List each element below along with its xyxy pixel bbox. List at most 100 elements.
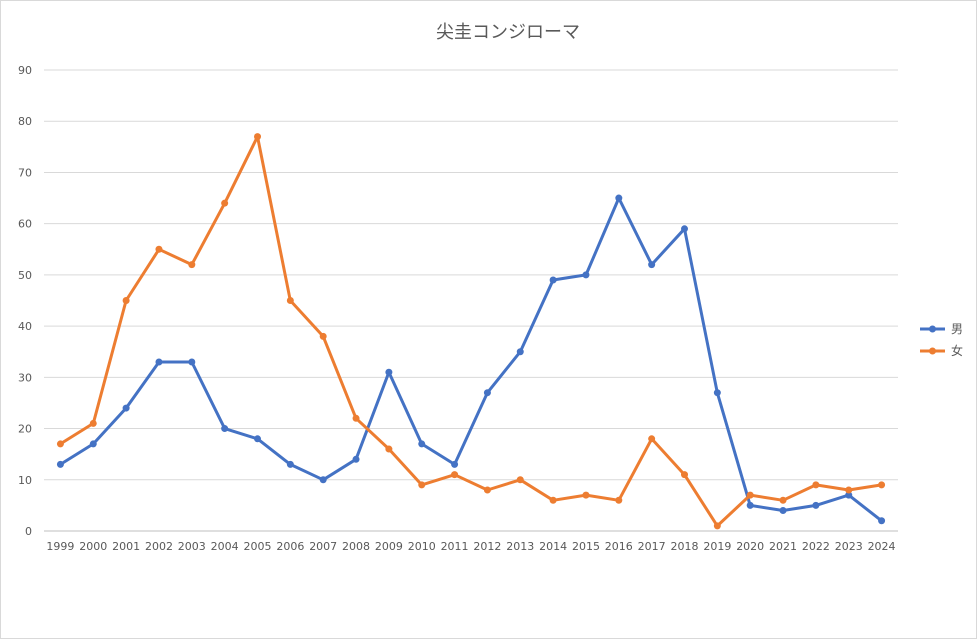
data-point: [56, 440, 64, 448]
series-group: [56, 133, 886, 530]
data-point: [845, 491, 853, 499]
data-point: [286, 460, 294, 468]
data-point: [122, 404, 130, 412]
data-point: [483, 486, 491, 494]
data-point: [221, 199, 229, 207]
data-point: [319, 332, 327, 340]
data-point: [155, 358, 163, 366]
data-point: [385, 445, 393, 453]
data-point: [615, 496, 623, 504]
gridlines: [44, 69, 898, 532]
x-tick-label: 1999: [46, 540, 74, 553]
data-point: [582, 271, 590, 279]
x-tick-label: 2000: [79, 540, 107, 553]
data-point: [155, 245, 163, 253]
x-tick-label: 2024: [868, 540, 896, 553]
legend: 男女: [920, 322, 963, 358]
x-tick-label: 2014: [539, 540, 567, 553]
data-point: [812, 501, 820, 509]
data-point: [319, 476, 327, 484]
x-tick-label: 2007: [309, 540, 337, 553]
y-tick-label: 20: [18, 423, 32, 436]
y-tick-label: 10: [18, 474, 32, 487]
y-tick-label: 40: [18, 320, 32, 333]
x-tick-label: 2012: [473, 540, 501, 553]
x-tick-label: 2018: [671, 540, 699, 553]
x-tick-label: 2015: [572, 540, 600, 553]
data-point: [385, 368, 393, 376]
data-point: [713, 389, 721, 397]
x-tick-label: 2016: [605, 540, 633, 553]
x-tick-label: 2013: [506, 540, 534, 553]
data-point: [648, 435, 656, 443]
data-point: [122, 297, 130, 304]
data-point: [845, 486, 853, 494]
data-point: [418, 440, 426, 448]
x-tick-label: 2020: [736, 540, 764, 553]
data-point: [286, 297, 294, 304]
x-tick-label: 2005: [244, 540, 272, 553]
data-point: [681, 225, 688, 233]
x-tick-label: 2008: [342, 540, 370, 553]
legend-marker: [929, 325, 936, 333]
x-tick-label: 2004: [211, 540, 239, 553]
data-point: [483, 389, 491, 397]
data-point: [779, 496, 787, 504]
legend-label: 女: [951, 343, 963, 358]
y-axis-ticks: 0 10 20 30 40 50 60 70 80 90: [18, 64, 32, 538]
y-tick-label: 70: [18, 166, 32, 179]
data-point: [746, 501, 754, 509]
series-line-1: [58, 196, 884, 523]
x-tick-label: 2019: [703, 540, 731, 553]
data-point: [878, 481, 886, 489]
x-tick-label: 2001: [112, 540, 140, 553]
y-tick-label: 50: [18, 269, 32, 282]
chart-title: 尖圭コンジローマ: [436, 22, 580, 43]
x-tick-label: 2002: [145, 540, 173, 553]
x-axis-ticks: 1999 2000 2001 2002 2003 2004 2005 2006 2007 2008…: [46, 540, 895, 553]
y-tick-label: 90: [18, 64, 32, 77]
x-tick-label: 2023: [835, 540, 863, 553]
data-point: [648, 261, 656, 269]
data-point: [352, 455, 360, 463]
y-tick-label: 30: [18, 371, 32, 384]
data-point: [746, 491, 754, 499]
x-tick-label: 2022: [802, 540, 830, 553]
x-tick-label: 2003: [178, 540, 206, 553]
data-point: [188, 358, 196, 366]
data-point: [549, 276, 557, 284]
data-point: [681, 471, 688, 479]
data-point: [89, 419, 97, 427]
data-point: [254, 133, 261, 141]
data-point: [779, 507, 787, 515]
x-tick-label: 2017: [638, 540, 666, 553]
data-point: [812, 481, 820, 489]
x-tick-label: 2011: [441, 540, 469, 553]
data-point: [582, 491, 590, 499]
y-tick-label: 60: [18, 218, 32, 231]
y-tick-label: 0: [25, 525, 32, 538]
legend-marker: [929, 347, 936, 355]
data-point: [254, 435, 261, 443]
data-point: [418, 481, 426, 489]
data-point: [188, 261, 196, 269]
data-point: [352, 414, 360, 422]
data-point: [516, 348, 524, 356]
data-point: [713, 522, 721, 530]
data-point: [451, 460, 459, 468]
x-tick-label: 2009: [375, 540, 403, 553]
data-point: [89, 440, 97, 448]
y-tick-label: 80: [18, 115, 32, 128]
data-point: [516, 476, 524, 484]
data-point: [56, 460, 64, 468]
legend-label: 男: [951, 322, 963, 336]
data-point: [878, 517, 886, 525]
x-tick-label: 2021: [769, 540, 797, 553]
series-line-2: [58, 135, 884, 528]
x-tick-label: 2006: [276, 540, 304, 553]
data-point: [615, 194, 623, 202]
data-point: [451, 471, 459, 479]
data-point: [221, 425, 229, 433]
